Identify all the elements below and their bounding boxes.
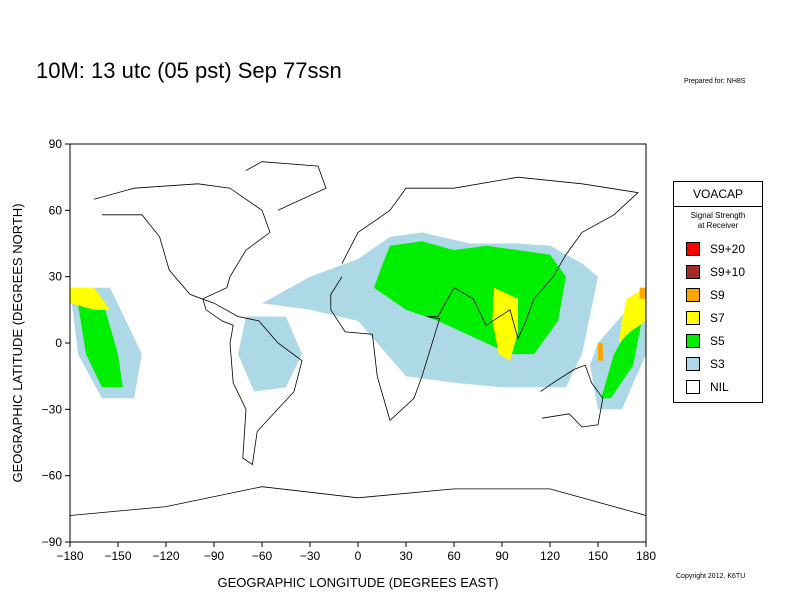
legend-items: S9+20 S9+10 S9 S7 S5 S3 NIL [674,237,762,398]
copyright-note: Copyright 2012, K6TU [676,573,746,580]
x-tick-label: 0 [355,549,362,563]
y-tick-label: −30 [42,402,63,416]
coverage-region-s7 [492,287,518,361]
y-tick-label: 60 [49,203,63,217]
x-tick-label: −150 [104,549,131,563]
legend-subtitle-line1: Signal Strength [690,211,746,220]
plot-area [69,144,647,542]
coverage-region-s9 [639,287,646,299]
chart-title: 10M: 13 utc (05 pst) Sep 77ssn [36,58,342,83]
coverage-region-s9 [598,343,603,361]
x-tick-label: 120 [540,549,560,563]
coverage-region-s7 [70,287,110,310]
legend-item: S9+10 [674,260,762,283]
legend-label: S5 [710,333,725,348]
x-tick-label: −90 [204,549,225,563]
y-tick-label: 0 [55,336,62,350]
legend-item: S9+20 [674,237,762,260]
y-tick-label: 30 [49,270,63,284]
legend-item: S3 [674,352,762,375]
x-tick-label: 60 [447,549,461,563]
legend-label: S9+20 [710,241,746,256]
y-axis-label: GEOGRAPHIC LATITUDE (DEGREES NORTH) [10,203,25,482]
y-tick-label: −90 [42,535,63,549]
legend-subtitle: Signal Strength at Receiver [674,211,762,231]
legend-label: S3 [710,356,725,371]
legend-item: NIL [674,375,762,398]
legend-swatch [686,310,700,325]
legend-swatch [686,333,700,348]
legend-item: S5 [674,329,762,352]
legend-swatch [686,241,700,256]
axes: −180 −150 −120 −90 −60 −30 0 30 60 90 120 150 180 90 6… [42,137,657,563]
x-tick-label: 150 [588,549,608,563]
x-tick-label: −120 [152,549,179,563]
coastline [540,364,604,428]
x-tick-label: 180 [636,549,656,563]
legend-swatch [686,287,700,302]
coastline [245,161,327,211]
coverage-region-s3 [238,316,302,392]
legend-label: S9 [710,287,725,302]
y-tick-label: −60 [42,469,63,483]
prepared-for-note: Prepared for: NH8S [684,78,746,85]
coastline [69,486,647,516]
legend-label: NIL [710,379,729,394]
coastline [330,176,639,422]
x-tick-label: −30 [300,549,321,563]
legend-swatch [686,356,700,371]
legend-item: S7 [674,306,762,329]
legend-subtitle-line2: at Receiver [697,221,739,230]
legend-item: S9 [674,283,762,306]
legend-swatch [686,264,700,279]
x-tick-label: 90 [495,549,509,563]
coverage-region-s7 [618,287,646,343]
legend-swatch [686,379,700,394]
legend-label: S9+10 [710,264,746,279]
x-axis-label: GEOGRAPHIC LONGITUDE (DEGREES EAST) [218,575,499,590]
legend-title: VOACAP [674,182,762,207]
signal-legend: VOACAP Signal Strength at Receiver S9+20… [673,181,763,403]
y-tick-label: 90 [49,137,63,151]
legend-label: S7 [710,310,725,325]
coverage-region-s5 [76,294,123,388]
coastline [93,183,303,466]
x-tick-label: −180 [56,549,83,563]
x-tick-label: −60 [252,549,273,563]
x-tick-label: 30 [399,549,413,563]
